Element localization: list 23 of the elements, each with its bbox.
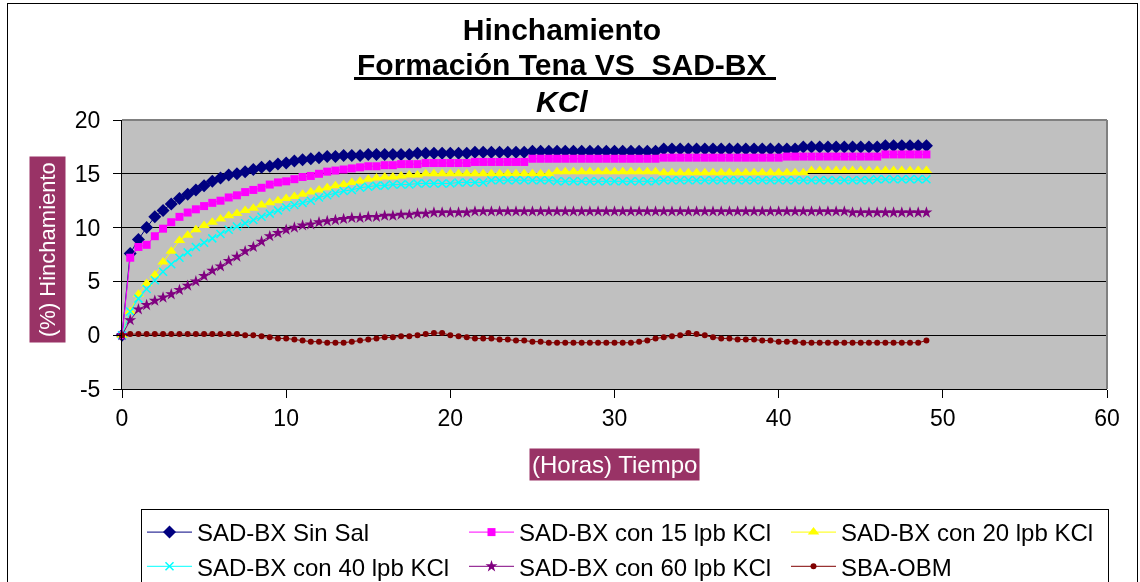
legend-label: SBA-OBM [841, 553, 952, 581]
x-tick-label: 50 [930, 404, 956, 431]
legend-label: SAD-BX con 40 lpb KCl [197, 553, 450, 581]
x-axis-title: (Horas) Tiempo [532, 451, 698, 478]
x-tick-label: 40 [765, 404, 792, 431]
x-tick-label: 30 [601, 404, 628, 431]
y-tick-label: 0 [87, 322, 101, 349]
y-axis-title: (%) Hinchamiento [35, 162, 60, 337]
x-tick-label: 0 [115, 404, 129, 431]
legend-label: SAD-BX con 60 lpb KCl [519, 553, 772, 581]
x-tick-label: 60 [1094, 404, 1120, 431]
y-tick-label: -5 [79, 376, 101, 403]
y-tick-label: 15 [74, 160, 101, 187]
chart-subtitle: Formación Tena VS SAD-BX KCl [357, 48, 767, 118]
x-tick-label: 10 [273, 404, 299, 431]
y-tick-label: 5 [87, 268, 101, 295]
chart-title: Hinchamiento [462, 12, 662, 46]
legend-label: SAD-BX Sin Sal [197, 519, 370, 547]
y-tick-label: 10 [74, 214, 101, 241]
legend-label: SAD-BX con 20 lpb KCl [841, 519, 1094, 547]
x-tick-label: 20 [437, 404, 464, 431]
legend-label: SAD-BX con 15 lpb KCl [519, 519, 772, 547]
y-tick-label: 20 [74, 107, 101, 134]
